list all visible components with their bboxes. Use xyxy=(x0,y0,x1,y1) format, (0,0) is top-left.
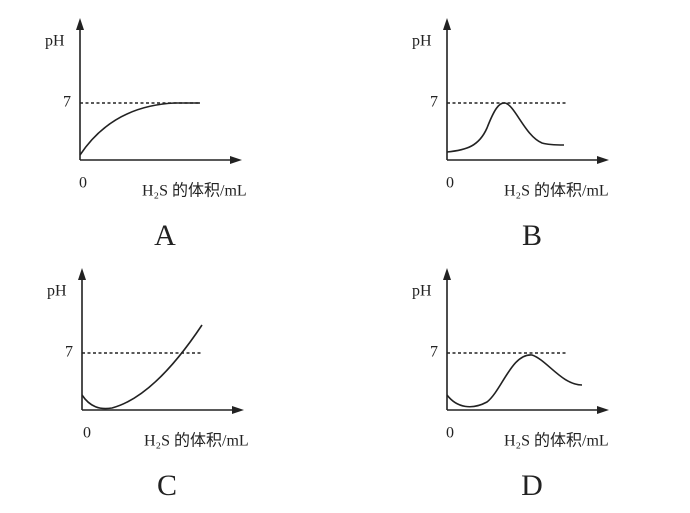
origin-label: 0 xyxy=(446,175,454,192)
arrow xyxy=(597,156,609,164)
reference-label: 7 xyxy=(65,344,73,361)
arrow xyxy=(76,18,84,30)
origin-label: 0 xyxy=(83,425,91,442)
panel: pH 7 0 H₂S 的体积/mL C xyxy=(47,268,249,502)
panel: pH 7 0 H₂S 的体积/mL D xyxy=(412,268,609,502)
arrow xyxy=(78,268,86,280)
arrow xyxy=(230,156,242,164)
curve xyxy=(81,324,203,410)
reference-label: 7 xyxy=(430,344,438,361)
reference-label: 7 xyxy=(63,94,71,111)
x-label: H₂S 的体积/mL xyxy=(504,432,609,450)
x-label: H₂S 的体积/mL xyxy=(142,182,247,200)
origin-label: 0 xyxy=(446,425,454,442)
arrow xyxy=(443,268,451,280)
y-label: pH xyxy=(47,283,67,300)
panel-label: D xyxy=(521,469,543,502)
arrow xyxy=(232,406,244,414)
panel: pH 7 0 H₂S 的体积/mL B xyxy=(412,18,609,252)
curve xyxy=(446,354,583,408)
y-label: pH xyxy=(412,33,432,50)
panel-label: B xyxy=(522,219,542,252)
arrow xyxy=(597,406,609,414)
x-label: H₂S 的体积/mL xyxy=(504,182,609,200)
x-label: H₂S 的体积/mL xyxy=(144,432,249,450)
curve xyxy=(79,102,200,156)
y-label: pH xyxy=(412,283,432,300)
y-label: pH xyxy=(45,33,65,50)
curve xyxy=(446,102,565,153)
origin-label: 0 xyxy=(79,175,87,192)
arrow xyxy=(443,18,451,30)
panel-label: C xyxy=(157,469,177,502)
panel: pH 7 0 H₂S 的体积/mL A xyxy=(45,18,247,252)
reference-label: 7 xyxy=(430,94,438,111)
panel-label: A xyxy=(154,219,176,252)
